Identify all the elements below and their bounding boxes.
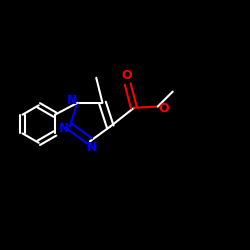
Text: O: O	[121, 69, 132, 82]
Text: N: N	[59, 122, 70, 135]
Text: O: O	[159, 102, 169, 115]
Text: N: N	[87, 141, 97, 154]
Text: N: N	[67, 94, 77, 107]
